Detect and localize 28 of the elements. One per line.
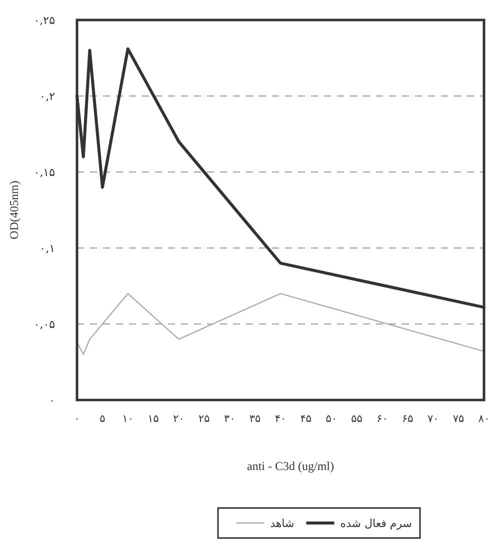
x-tick-label: ۳۰ <box>224 413 236 425</box>
x-tick-label: ۵ <box>100 413 106 425</box>
x-tick-label: ۴۰ <box>274 413 286 425</box>
legend-label: سرم فعال شده <box>340 517 412 530</box>
x-tick-label: ۸۰ <box>478 413 490 425</box>
x-tick-label: ۲۵ <box>198 413 210 425</box>
x-tick-label: ۶۰ <box>376 413 388 425</box>
x-tick-label: ۶۵ <box>402 413 414 425</box>
x-tick-label: ۵۵ <box>351 413 363 425</box>
y-tick-label: ۰,۲ <box>40 90 56 103</box>
y-tick-label: ۰,۲۵ <box>34 14 56 27</box>
y-tick-label: ۰,۰۵ <box>34 318 56 331</box>
legend-label: شاهد <box>270 517 294 530</box>
x-tick-label: ۱۵ <box>148 413 160 425</box>
y-axis-title: OD(405nm) <box>7 180 21 240</box>
y-tick-label: ۰,۱ <box>40 242 55 255</box>
x-tick-label: ۵۰ <box>326 413 338 425</box>
x-tick-label: ۰ <box>74 413 80 425</box>
x-tick-label: ۷۵ <box>452 413 465 425</box>
x-tick-label: ۲۰ <box>173 413 184 425</box>
y-tick-label: ۰ <box>49 394 55 407</box>
x-tick-label: ۳۵ <box>249 413 262 425</box>
x-tick-label: ۱۰ <box>122 413 134 425</box>
x-axis-title: anti - C3d (ug/ml) <box>247 459 334 473</box>
y-tick-label: ۰,۱۵ <box>34 166 56 179</box>
line-series <box>76 293 485 355</box>
x-tick-label: ۴۵ <box>300 413 312 425</box>
x-tick-label: ۷۰ <box>427 413 439 425</box>
